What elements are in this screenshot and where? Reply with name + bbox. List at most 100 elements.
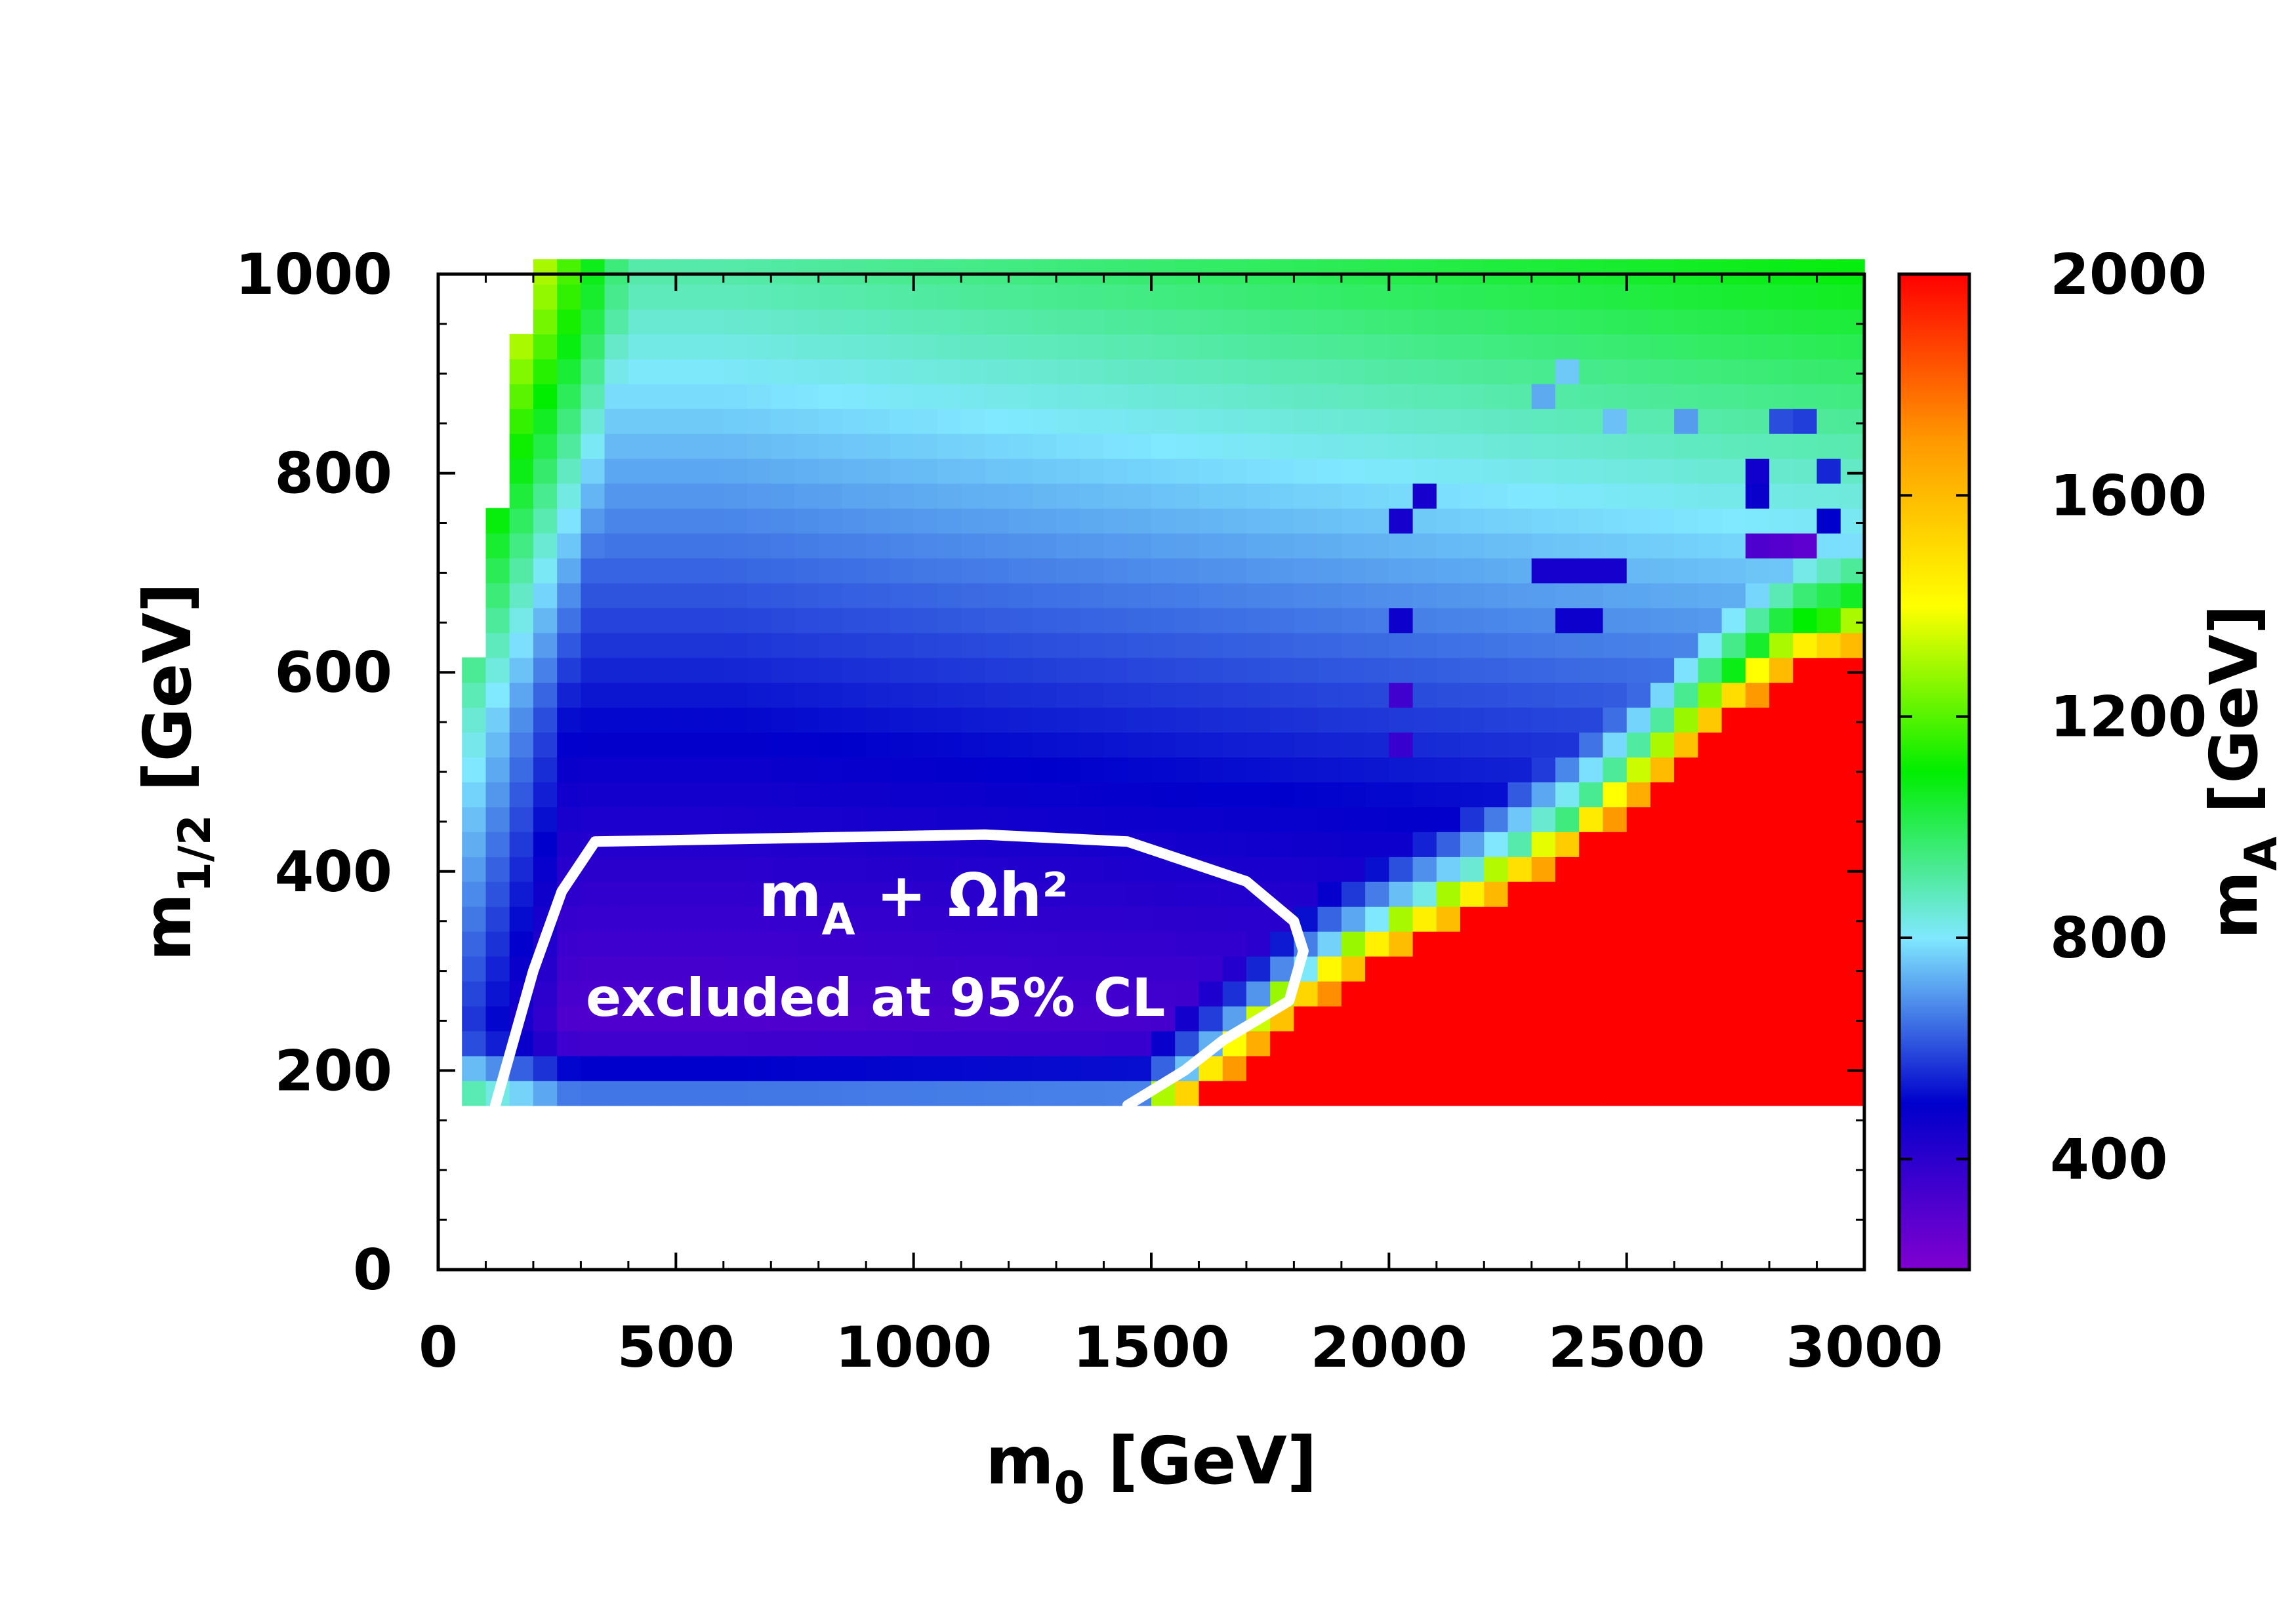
heatmap-cell — [1199, 732, 1223, 758]
heatmap-cell — [1769, 956, 1794, 982]
heatmap-cell — [1674, 657, 1699, 683]
heatmap-cell — [1412, 582, 1437, 609]
heatmap-cell — [1389, 408, 1414, 434]
heatmap-cell — [652, 557, 677, 584]
heatmap-cell — [1032, 757, 1057, 782]
heatmap-cell — [581, 284, 605, 310]
heatmap-cell — [1793, 408, 1818, 434]
heatmap-cell — [937, 1055, 962, 1081]
heatmap-cell — [1555, 557, 1580, 584]
heatmap-cell — [1484, 533, 1509, 559]
heatmap-cell — [771, 906, 796, 932]
heatmap-cell — [1674, 832, 1699, 857]
heatmap-cell — [1317, 433, 1342, 459]
heatmap-cell — [604, 483, 629, 509]
heatmap-cell — [581, 980, 605, 1007]
heatmap-cell — [581, 259, 605, 285]
heatmap-cell — [1745, 334, 1770, 359]
heatmap-cell — [1127, 931, 1152, 957]
heatmap-cell — [1103, 732, 1128, 758]
heatmap-cell — [890, 980, 914, 1007]
heatmap-cell — [1080, 856, 1105, 882]
heatmap-cell — [1626, 807, 1651, 832]
heatmap-cell — [842, 334, 867, 359]
heatmap-cell — [1460, 458, 1485, 484]
heatmap-cell — [818, 657, 843, 683]
heatmap-cell — [747, 334, 771, 359]
heatmap-cell — [1294, 533, 1319, 559]
heatmap-cell — [1626, 408, 1651, 434]
heatmap-cell — [937, 956, 962, 982]
heatmap-cell — [1080, 1055, 1105, 1081]
heatmap-cell — [1151, 284, 1176, 310]
heatmap-cell — [1674, 334, 1699, 359]
heatmap-cell — [1056, 707, 1081, 733]
heatmap-cell — [1555, 682, 1580, 708]
heatmap-cell — [1056, 856, 1081, 882]
heatmap-cell — [1721, 557, 1746, 584]
heatmap-cell — [723, 408, 748, 434]
heatmap-cell — [1840, 557, 1865, 584]
heatmap-cell — [890, 956, 914, 982]
heatmap-cell — [1840, 433, 1865, 459]
heatmap-cell — [557, 807, 582, 832]
heatmap-cell — [985, 906, 1010, 932]
heatmap-cell — [842, 881, 867, 907]
heatmap-cell — [1531, 1005, 1556, 1032]
heatmap-cell — [1032, 259, 1057, 285]
heatmap-cell — [1008, 557, 1033, 584]
heatmap-cell — [1507, 483, 1532, 509]
heatmap-cell — [581, 782, 605, 807]
heatmap-cell — [1294, 359, 1319, 384]
heatmap-cell — [1436, 732, 1461, 758]
heatmap-cell — [937, 980, 962, 1007]
heatmap-cell — [1389, 1030, 1414, 1057]
heatmap-cell — [723, 707, 748, 733]
heatmap-cell — [604, 881, 629, 907]
heatmap-cell — [842, 557, 867, 584]
heatmap-cell — [1793, 309, 1818, 334]
y-tick-label: 200 — [274, 1038, 392, 1104]
heatmap-cell — [581, 657, 605, 683]
heatmap-cell — [1507, 1005, 1532, 1032]
x-axis-sub: 0 — [1054, 1462, 1085, 1514]
heatmap-cell — [652, 582, 677, 609]
heatmap-cell — [1080, 1080, 1105, 1106]
heatmap-cell — [1222, 807, 1247, 832]
heatmap-cell — [1317, 309, 1342, 334]
heatmap-cell — [1698, 508, 1723, 534]
heatmap-cell — [937, 433, 962, 459]
heatmap-cell — [1531, 309, 1556, 334]
heatmap-cell — [652, 980, 677, 1007]
heatmap-cell — [1769, 557, 1794, 584]
heatmap-cell — [985, 757, 1010, 782]
heatmap-cell — [1626, 956, 1651, 982]
heatmap-cell — [1246, 458, 1271, 484]
heatmap-cell — [1626, 931, 1651, 957]
heatmap-cell — [890, 1030, 914, 1057]
heatmap-cell — [1317, 1030, 1342, 1057]
heatmap-cell — [937, 1080, 962, 1106]
heatmap-cell — [509, 682, 534, 708]
y-axis-sub: 1/2 — [169, 815, 221, 893]
heatmap-cell — [1579, 1030, 1604, 1057]
heatmap-cell — [1531, 956, 1556, 982]
heatmap-cell — [1816, 956, 1841, 982]
heatmap-cell — [1603, 1030, 1628, 1057]
heatmap-cell — [1175, 384, 1200, 409]
heatmap-cell — [937, 284, 962, 310]
heatmap-cell — [1270, 309, 1295, 334]
heatmap-cell — [1484, 309, 1509, 334]
heatmap-cell — [1721, 682, 1746, 708]
heatmap-cell — [794, 557, 819, 584]
heatmap-cell — [533, 832, 558, 857]
heatmap-cell — [1080, 931, 1105, 957]
heatmap-cell — [890, 757, 914, 782]
heatmap-cell — [652, 632, 677, 658]
heatmap-cell — [1484, 557, 1509, 584]
heatmap-cell — [1151, 632, 1176, 658]
heatmap-cell — [961, 956, 986, 982]
heatmap-cell — [1412, 259, 1437, 285]
heatmap-cell — [557, 359, 582, 384]
heatmap-cell — [985, 807, 1010, 832]
